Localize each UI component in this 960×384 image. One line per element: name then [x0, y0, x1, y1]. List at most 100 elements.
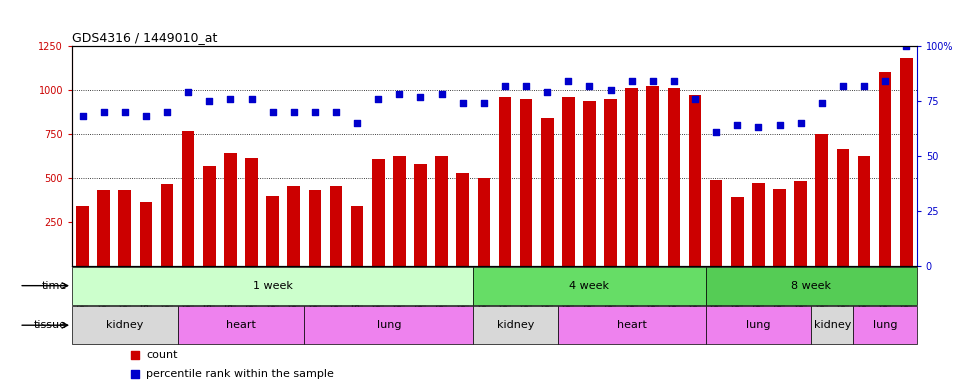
Bar [752, 183, 765, 266]
Bar [118, 190, 132, 266]
Point [899, 43, 914, 49]
Point [286, 109, 301, 115]
Point [730, 122, 745, 128]
Bar [72, 266, 473, 305]
Bar [815, 134, 828, 266]
Point [497, 83, 513, 89]
Point [371, 96, 386, 102]
Point [180, 89, 196, 95]
Bar [498, 97, 512, 266]
Text: heart: heart [616, 320, 647, 330]
Bar [709, 180, 723, 266]
Point [877, 78, 893, 84]
Point [413, 94, 428, 100]
Point [793, 120, 808, 126]
Point [349, 120, 365, 126]
Bar [667, 88, 681, 266]
Bar [706, 266, 917, 305]
Point [265, 109, 280, 115]
Text: lung: lung [873, 320, 898, 330]
Point [772, 122, 787, 128]
Text: lung: lung [376, 320, 401, 330]
Point [856, 83, 872, 89]
Bar [900, 58, 913, 266]
Point [307, 109, 323, 115]
Bar [540, 118, 554, 266]
Bar [287, 186, 300, 266]
Bar [178, 306, 304, 344]
Point [751, 124, 766, 131]
Bar [97, 190, 110, 266]
Bar [76, 206, 89, 266]
Bar [245, 158, 258, 266]
Bar [181, 131, 195, 266]
Bar [435, 156, 448, 266]
Bar [562, 97, 575, 266]
Bar [393, 156, 406, 266]
Text: 4 week: 4 week [569, 281, 610, 291]
Bar [473, 266, 706, 305]
Bar [473, 306, 558, 344]
Point [159, 109, 175, 115]
Text: time: time [42, 281, 67, 291]
Text: GDS4316 / 1449010_at: GDS4316 / 1449010_at [72, 31, 217, 44]
Point [540, 89, 555, 95]
Bar [477, 178, 491, 266]
Point [687, 96, 703, 102]
Text: percentile rank within the sample: percentile rank within the sample [146, 369, 334, 379]
Point [518, 83, 534, 89]
Bar [456, 173, 469, 266]
Point [75, 113, 90, 119]
Text: heart: heart [226, 320, 256, 330]
Point [476, 100, 492, 106]
Point [561, 78, 576, 84]
Point [392, 91, 407, 98]
Point [814, 100, 829, 106]
Text: kidney: kidney [107, 320, 143, 330]
Point [582, 83, 597, 89]
Bar [329, 186, 343, 266]
Point [244, 96, 259, 102]
Point [202, 98, 217, 104]
Point [624, 78, 639, 84]
Bar [853, 306, 917, 344]
Bar [625, 88, 638, 266]
Bar [583, 101, 596, 266]
Bar [857, 156, 871, 266]
Bar [350, 206, 364, 266]
Bar [372, 159, 385, 266]
Bar [731, 197, 744, 266]
Bar [558, 306, 706, 344]
Point [96, 109, 111, 115]
Point [117, 109, 132, 115]
Bar [72, 306, 178, 344]
Text: 8 week: 8 week [791, 281, 831, 291]
Text: 1 week: 1 week [252, 281, 293, 291]
Bar [811, 306, 853, 344]
Bar [160, 184, 174, 266]
Point [835, 83, 851, 89]
Bar [878, 73, 892, 266]
Point [708, 129, 724, 135]
Point [666, 78, 682, 84]
Bar [773, 189, 786, 266]
Bar [519, 99, 533, 266]
Text: kidney: kidney [497, 320, 534, 330]
Bar [414, 164, 427, 266]
Point [138, 113, 154, 119]
Text: kidney: kidney [814, 320, 851, 330]
Bar [604, 99, 617, 266]
Bar [203, 166, 216, 266]
Bar [646, 86, 660, 266]
Bar [794, 182, 807, 266]
Bar [308, 190, 322, 266]
Bar [266, 195, 279, 266]
Bar [139, 202, 153, 266]
Text: count: count [146, 350, 178, 360]
Bar [224, 153, 237, 266]
Bar [688, 95, 702, 266]
Bar [836, 149, 850, 266]
Bar [706, 306, 811, 344]
Text: lung: lung [746, 320, 771, 330]
Text: tissue: tissue [35, 320, 67, 330]
